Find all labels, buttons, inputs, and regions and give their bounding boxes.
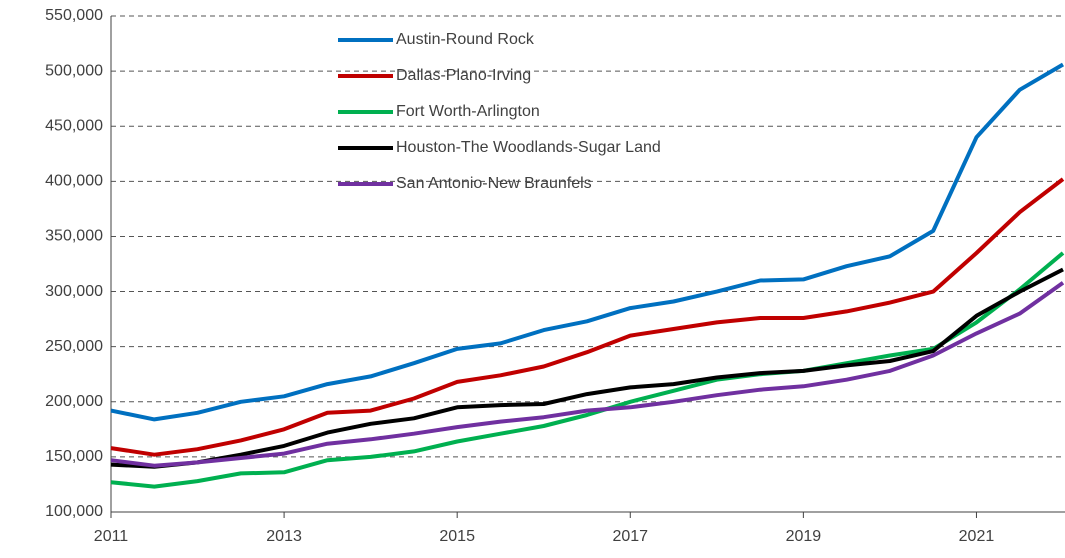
y-tick-label: 500,000	[45, 62, 103, 79]
y-tick-label: 450,000	[45, 117, 103, 134]
x-tick-label: 2021	[959, 528, 995, 545]
x-tick-label: 2013	[266, 528, 302, 545]
y-tick-label: 300,000	[45, 283, 103, 300]
x-tick-label: 2015	[439, 528, 475, 545]
y-tick-label: 400,000	[45, 173, 103, 190]
y-tick-label: 550,000	[45, 7, 103, 24]
series-line	[110, 281, 1065, 468]
y-tick-label: 350,000	[45, 228, 103, 245]
legend-label: Houston-The Woodlands-Sugar Land	[396, 139, 661, 156]
series-line	[110, 62, 1065, 422]
y-tick-label: 200,000	[45, 393, 103, 410]
series-line	[110, 177, 1065, 457]
y-tick-label: 150,000	[45, 448, 103, 465]
legend-label: Fort Worth-Arlington	[396, 103, 540, 120]
y-tick-label: 100,000	[45, 503, 103, 520]
series-line	[110, 251, 1065, 489]
x-tick-label: 2017	[612, 528, 648, 545]
x-tick-label: 2011	[94, 528, 129, 545]
legend-label: Austin-Round Rock	[396, 31, 535, 48]
legend-label: San Antonio-New Braunfels	[396, 175, 592, 192]
legend-label: Dallas-Plano-Irving	[396, 67, 531, 84]
series-line	[110, 267, 1064, 469]
x-tick-label: 2019	[786, 528, 822, 545]
y-tick-label: 250,000	[45, 338, 103, 355]
